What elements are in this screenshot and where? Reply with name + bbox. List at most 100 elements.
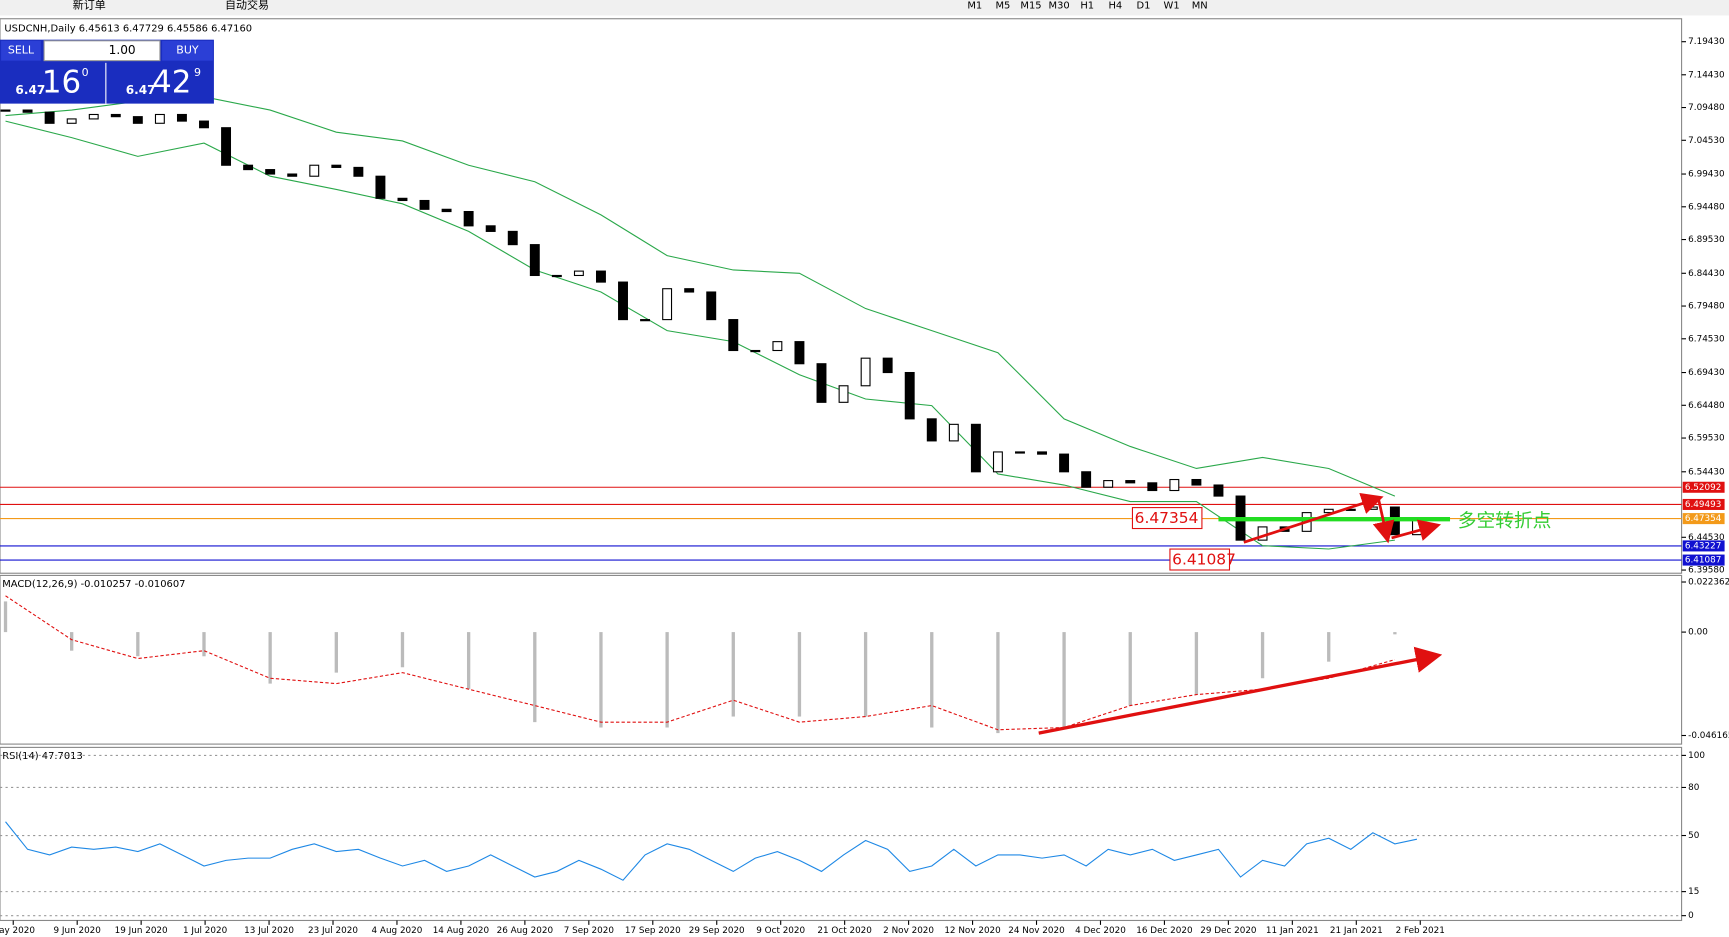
candle [331,164,342,168]
x-tick-label: 9 Jun 2020 [53,926,101,936]
plot-layer: 7.19430 7.14430 7.09480 7.04530 6.99430 6.944… [0,37,1729,936]
x-tick-label: 21 Oct 2020 [817,926,872,936]
macd-bar [400,632,405,668]
candle [309,164,320,177]
candle [662,288,673,321]
y-tick-label: 7.04530 [1688,136,1725,146]
candle [1015,451,1025,454]
sell-label: SELL [8,44,35,57]
timeframe-button[interactable]: M5 [995,1,1010,12]
macd-bar [1260,632,1265,679]
buy-price: 6.47 [126,83,156,97]
candle [287,173,298,177]
macd-bar [930,632,934,728]
timeframe-bar: M1 M5 M15 M30 H1 H4 D1 W1 MN [967,1,1207,12]
x-tick-label: 7 Sep 2020 [564,926,615,936]
rsi-line [5,821,1418,881]
candle [485,225,496,232]
macd-bar [268,632,272,684]
candle [1081,471,1092,488]
auto-trade-button[interactable]: 自动交易 [225,0,269,12]
candle [904,371,915,420]
x-tick-label: 29 Dec 2020 [1200,926,1257,936]
candle [1191,478,1202,486]
x-tick-label: 26 Aug 2020 [497,926,554,936]
buy-fraction: 9 [194,66,201,79]
candle [1323,508,1334,514]
candle [1367,506,1378,510]
candle [88,113,99,120]
timeframe-button[interactable]: MN [1192,1,1208,12]
candle [750,349,761,353]
chart-header: USDCNH,Daily 6.45613 6.47729 6.45586 6.4… [4,24,252,35]
candle [132,116,143,124]
timeframe-button[interactable]: H1 [1080,1,1094,12]
timeframe-button[interactable]: M15 [1020,1,1041,12]
candle [353,166,364,177]
candle [926,418,937,442]
timeframe-button[interactable]: H4 [1108,1,1122,12]
sell-pips: 16 [42,64,81,100]
level-tag [1682,540,1725,552]
level-tag [1682,513,1725,525]
sell-price: 6.47 [15,83,45,97]
x-tick-label: 12 Nov 2020 [944,926,1001,936]
candle [595,270,606,283]
candle [794,341,805,365]
level-label: 6.47354 [1685,514,1722,524]
y-tick-label: 6.94480 [1688,202,1725,212]
sell-button[interactable] [1,40,41,61]
timeframe-button[interactable]: W1 [1164,1,1180,12]
macd-bar [797,632,802,717]
bollinger-upper [5,96,1396,497]
macd-bar [731,632,735,717]
candle [441,208,452,213]
x-tick-label: May 2020 [0,926,35,936]
price-panel [0,18,1683,574]
candle [397,197,408,202]
macd-bar [996,632,1000,734]
y-tick-label: 0 [1688,911,1694,921]
y-tick-label: 0.022362 [1688,578,1729,588]
y-tick-label: 6.89530 [1688,235,1725,245]
y-tick-label: 7.19430 [1688,37,1725,47]
price-annotation: 6.41087 [1172,551,1236,569]
candle [1125,480,1136,484]
y-tick-label: 50 [1688,831,1700,841]
macd-bar [3,601,8,633]
buy-button[interactable] [162,40,213,61]
candle [772,341,783,352]
timeframe-button[interactable]: D1 [1137,1,1151,12]
y-tick-label: 6.59530 [1688,434,1725,444]
candle [1169,478,1180,492]
candle [375,175,386,199]
candle [154,113,165,124]
candle [1213,484,1224,497]
x-tick-label: 11 Jan 2021 [1266,926,1319,936]
price-annotation-box [1169,548,1231,571]
level-tag [1682,554,1725,566]
candle [529,244,540,277]
bollinger-lower [5,120,1395,550]
candle [992,451,1003,473]
y-tick-label: 6.39580 [1688,566,1725,576]
candle [551,274,562,278]
y-tick-label: 6.74530 [1688,334,1725,344]
x-tick-label: 29 Sep 2020 [689,926,745,936]
candle [1103,480,1114,488]
timeframe-button[interactable]: M30 [1049,1,1070,12]
toolbar [0,0,1729,16]
sell-fraction: 0 [82,66,89,79]
arrow [1243,492,1384,544]
buy-pips: 42 [152,64,191,100]
timeframe-button[interactable]: M1 [967,1,982,12]
candle [1059,453,1070,473]
new-order-button[interactable]: 新订单 [73,0,106,12]
x-tick-label: 1 Jul 2020 [183,926,228,936]
candle [0,109,11,112]
lots-input[interactable] [43,40,161,62]
macd-bar [533,632,537,723]
candle [176,113,187,122]
macd-bar [136,632,140,657]
rsi-panel [0,746,1683,922]
